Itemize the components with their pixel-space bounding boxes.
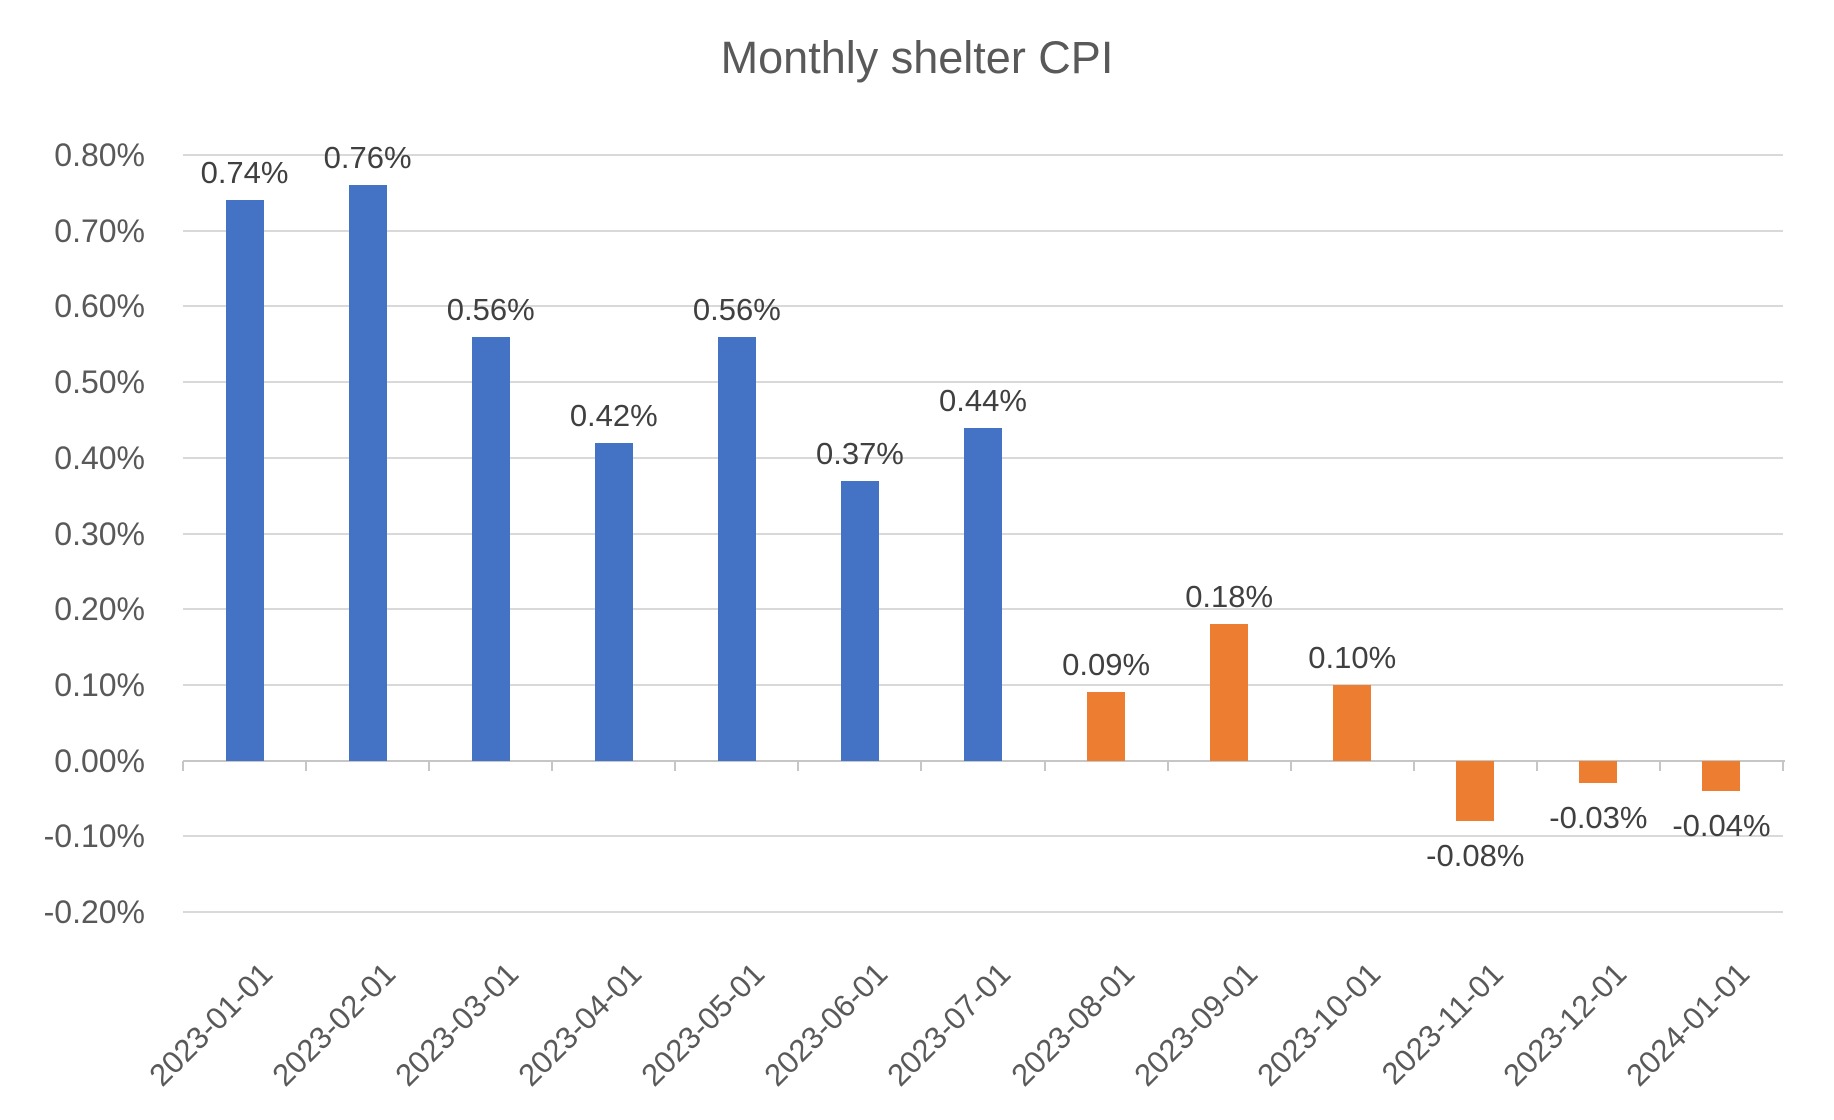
chart-title: Monthly shelter CPI: [720, 32, 1114, 83]
x-axis-tick-label: 2023-04-01: [511, 956, 649, 1093]
gridline: [183, 305, 1783, 308]
y-axis-tick-label: -0.20%: [43, 894, 145, 930]
bar-value-label: 0.42%: [569, 397, 658, 433]
y-axis-tick-label: 0.40%: [54, 439, 145, 476]
bar: [1210, 624, 1249, 761]
x-axis-tick-label: 2024-01-01: [1619, 956, 1757, 1093]
gridline: [183, 229, 1783, 232]
x-axis-tick-label: 2023-02-01: [265, 956, 403, 1093]
y-axis-tick-label: 0.00%: [54, 742, 145, 779]
y-axis-tick-label: 0.30%: [54, 515, 145, 552]
bar: [1087, 692, 1126, 761]
bar-value-label: -0.03%: [1549, 800, 1648, 836]
y-axis-tick-label: 0.10%: [54, 666, 145, 703]
bar-value-label: 0.74%: [200, 155, 289, 191]
x-axis-tick-mark: [1043, 760, 1046, 771]
x-axis-tick-mark: [920, 760, 923, 771]
x-axis-tick-label: 2023-10-01: [1250, 956, 1387, 1093]
x-axis-tick-mark: [1289, 760, 1292, 771]
bar: [840, 480, 879, 761]
bar: [1702, 760, 1741, 791]
x-axis-tick-mark: [1782, 760, 1784, 771]
bar-value-label: -0.04%: [1672, 807, 1771, 843]
x-axis-tick-label: 2023-01-01: [142, 956, 280, 1093]
bar-value-label: 0.56%: [692, 291, 781, 327]
x-axis-tick-mark: [797, 760, 800, 771]
bar: [225, 200, 264, 761]
bar-value-label: 0.56%: [446, 291, 535, 327]
x-axis-tick-mark: [182, 760, 184, 771]
x-axis-tick-label: 2023-12-01: [1496, 956, 1634, 1093]
bar: [1333, 684, 1372, 761]
bar: [1456, 760, 1495, 822]
bar-value-label: 0.44%: [939, 382, 1027, 418]
gridline: [183, 911, 1783, 913]
bar-value-label: 0.18%: [1185, 579, 1274, 615]
bar-value-label: -0.08%: [1426, 838, 1525, 874]
y-axis-tick-label: 0.50%: [54, 364, 145, 401]
bar-value-label: 0.09%: [1062, 647, 1151, 683]
x-axis-tick-label: 2023-07-01: [880, 956, 1018, 1093]
bar-value-label: 0.76%: [323, 140, 412, 176]
bar-value-label: 0.10%: [1308, 639, 1397, 675]
x-axis-tick-mark: [428, 760, 431, 771]
x-axis-tick-mark: [305, 760, 308, 771]
gridline: [183, 381, 1783, 384]
y-axis-tick-label: -0.10%: [43, 818, 145, 855]
bar: [717, 336, 756, 761]
x-axis-tick-mark: [551, 760, 554, 771]
x-axis-tick-label: 2023-08-01: [1003, 956, 1141, 1093]
x-axis-tick-mark: [1535, 760, 1538, 771]
gridline: [183, 835, 1783, 838]
bar: [964, 427, 1002, 761]
x-axis-tick-mark: [1166, 760, 1169, 771]
x-axis-tick-label: 2023-03-01: [388, 956, 526, 1093]
x-axis-tick-label: 2023-05-01: [634, 956, 772, 1093]
bar: [594, 442, 633, 761]
x-axis-tick-label: 2023-11-01: [1374, 956, 1511, 1092]
bar: [348, 185, 387, 761]
x-axis-tick-mark: [1412, 760, 1415, 771]
x-axis-tick-label: 2023-09-01: [1127, 956, 1264, 1093]
x-axis-tick-label: 2023-06-01: [757, 956, 895, 1093]
y-axis-tick-label: 0.80%: [54, 137, 145, 173]
bar: [1579, 760, 1618, 784]
bar-value-label: 0.37%: [815, 435, 904, 471]
y-axis-tick-label: 0.60%: [54, 288, 145, 325]
x-axis-tick-mark: [1658, 760, 1661, 771]
gridline: [183, 154, 1783, 156]
bar: [471, 336, 510, 761]
x-axis-line: [183, 759, 1785, 762]
y-axis-tick-label: 0.20%: [54, 591, 145, 628]
y-axis-tick-label: 0.70%: [54, 212, 145, 249]
x-axis-tick-mark: [674, 760, 677, 771]
